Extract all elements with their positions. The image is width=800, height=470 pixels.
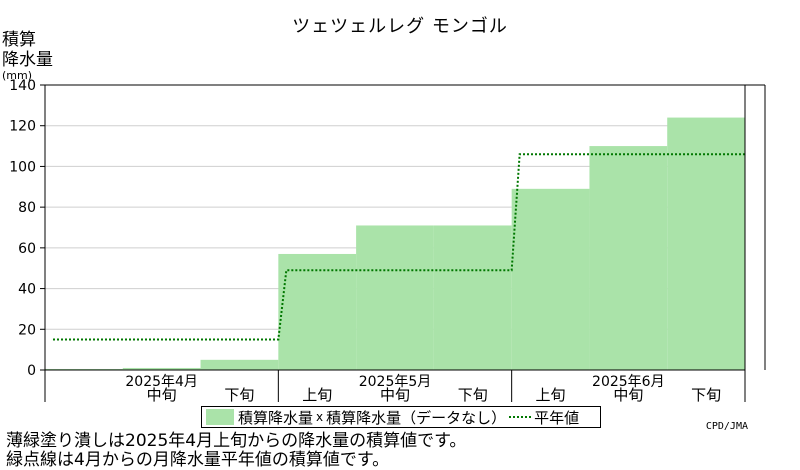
source-credit: CPD/JMA [705, 421, 748, 432]
legend-mark-no-data: x [316, 410, 324, 424]
chart-title: ツェツェルレグ モンゴル [292, 16, 508, 37]
y-tick-label-100: 100 [9, 159, 36, 175]
legend-label-normal: 平年値 [534, 408, 580, 427]
y-axis-label-line-1: 積算 [2, 30, 36, 50]
y-tick-label-20: 20 [18, 322, 36, 338]
note-dotted-line-explanation: 緑点線は4月からの月降水量平年値の積算値です。 [6, 450, 390, 470]
x-tick-label-4: 中旬 [380, 386, 410, 404]
y-tick-label-60: 60 [18, 241, 36, 257]
y-tick-label-120: 120 [9, 119, 36, 135]
legend-label-no-data: 積算降水量（データなし） [326, 408, 507, 427]
x-tick-label-3: 上旬 [302, 386, 332, 404]
y-axis-unit: (mm) [2, 69, 33, 82]
y-tick-label-0: 0 [27, 363, 36, 379]
legend-label-accumulated: 積算降水量 [238, 408, 314, 427]
month-label-3: 2025年6月 [592, 374, 665, 390]
plot-frame [44, 84, 746, 371]
legend-swatch-accumulated [206, 409, 234, 425]
month-label-2: 2025年5月 [359, 374, 432, 390]
y-axis-label-line-2: 降水量 [2, 50, 53, 70]
area-bar-1 [45, 368, 123, 370]
legend-line-normal [509, 416, 532, 418]
area-bar-8 [589, 146, 668, 370]
x-tick-label-1: 中旬 [147, 386, 177, 404]
area-bar-2 [122, 367, 201, 370]
x-tick-label-5: 下旬 [458, 386, 488, 404]
area-bar-3 [200, 359, 279, 370]
month-label-1: 2025年4月 [125, 374, 198, 390]
x-tick-label-8: 下旬 [691, 386, 721, 404]
area-bar-4 [278, 253, 357, 370]
area-bar-5 [356, 225, 434, 370]
y-tick-label-40: 40 [18, 282, 36, 298]
y-axis-label: 積算 降水量 (mm) [2, 30, 53, 82]
y-tick-label-80: 80 [18, 200, 36, 216]
area-bar-7 [511, 188, 590, 370]
area-bar-6 [433, 225, 512, 370]
x-tick-label-6: 上旬 [536, 386, 566, 404]
y-tick-label-140: 140 [9, 78, 36, 94]
x-tick-label-7: 中旬 [613, 386, 643, 404]
chart-legend: 積算降水量 x 積算降水量（データなし） 平年値 [201, 406, 601, 428]
area-bar-9 [667, 117, 745, 370]
x-tick-label-2: 下旬 [224, 386, 254, 404]
note-fill-explanation: 薄緑塗り潰しは2025年4月上旬からの降水量の積算値です。 [6, 431, 467, 451]
